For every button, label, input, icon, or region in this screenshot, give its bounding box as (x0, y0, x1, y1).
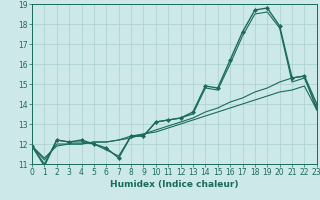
X-axis label: Humidex (Indice chaleur): Humidex (Indice chaleur) (110, 180, 239, 189)
